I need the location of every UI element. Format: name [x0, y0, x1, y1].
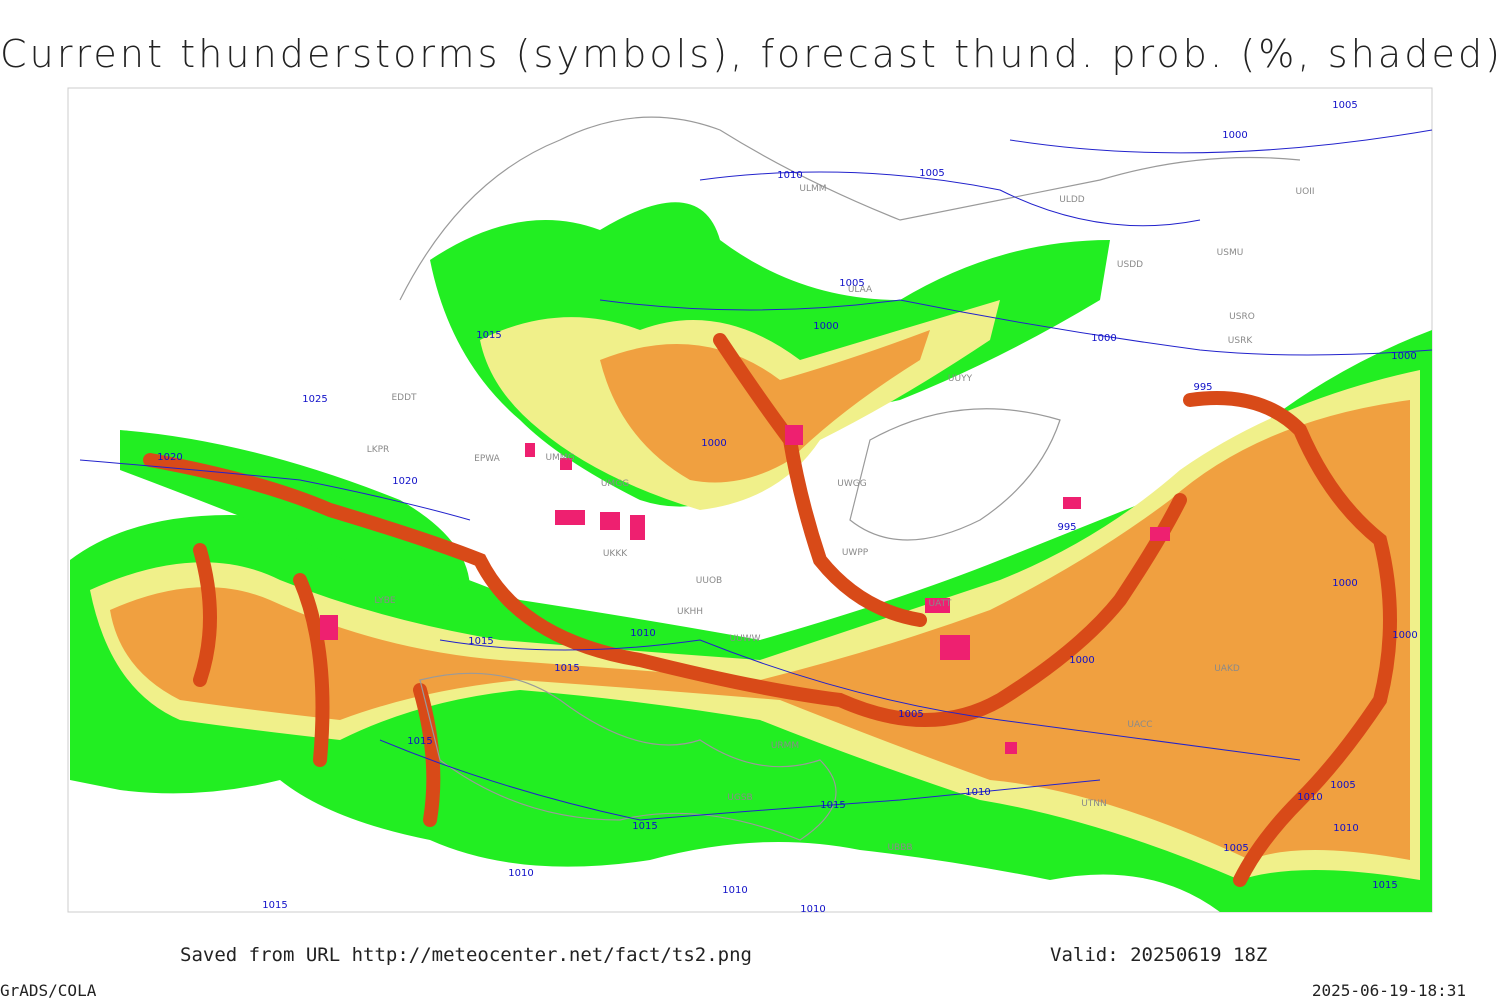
isobar-label: 1005	[1223, 843, 1248, 854]
isobars	[79, 129, 1433, 821]
station-label: USRO	[1229, 312, 1255, 322]
station-label: UOII	[1296, 187, 1315, 197]
station-label: UKHH	[677, 607, 703, 617]
station-label: USDD	[1117, 260, 1143, 270]
station-label: UACC	[1127, 720, 1152, 730]
station-label: URMM	[771, 741, 799, 751]
isobar-label: 1000	[1091, 333, 1116, 344]
prob-very-high	[143, 333, 1397, 887]
isobar-label: 1015	[468, 636, 493, 647]
station-label: EDDT	[391, 393, 417, 403]
isobar-label: 1015	[632, 821, 657, 832]
map-labels: 1005 1000 1010 1005 1005 1000 1000 1015 1025 1000…	[157, 100, 1417, 915]
station-label: UWPP	[842, 548, 869, 558]
isobar-label: 1015	[476, 330, 501, 341]
station-label: UKKK	[603, 549, 628, 559]
isobar-label: 1000	[1391, 351, 1416, 362]
coastlines	[399, 116, 1301, 841]
isobar-label: 1010	[1297, 792, 1322, 803]
station-label: UMGG	[601, 479, 629, 489]
isobar-label: 1000	[1069, 655, 1094, 666]
isobar-label: 1005	[839, 278, 864, 289]
isobar-label: 1010	[965, 787, 990, 798]
station-label: UTNN	[1081, 799, 1107, 809]
software: GrADS/COLA	[0, 981, 97, 1000]
station-label: UMMG	[545, 453, 574, 463]
station-label: UUWW	[730, 634, 761, 644]
isobar-label: 1015	[820, 800, 845, 811]
valid-time: Valid: 20250619 18Z	[1050, 944, 1267, 966]
isobar-label: 1025	[302, 394, 327, 405]
timestamp: 2025-06-19-18:31	[1312, 981, 1466, 1000]
station-label: LKPR	[367, 445, 390, 455]
isobar-label: 1000	[1332, 578, 1357, 589]
station-label: UBBB	[887, 843, 912, 853]
isobar-label: 1005	[898, 709, 923, 720]
isobar-label: 995	[1057, 522, 1076, 533]
station-label: UAKD	[1214, 664, 1240, 674]
station-label: UUYY	[948, 374, 973, 384]
station-label: UUOB	[696, 576, 722, 586]
station-label: EPWA	[474, 454, 501, 464]
isobar-label: 1000	[1392, 630, 1417, 641]
isobar-label: 1010	[1333, 823, 1358, 834]
station-label: UATT	[929, 599, 952, 609]
isobar-label: 1010	[722, 885, 747, 896]
isobar-label: 1020	[392, 476, 417, 487]
station-label: ULDD	[1059, 195, 1085, 205]
station-label: ULAA	[848, 285, 873, 295]
isobar-label: 1015	[407, 736, 432, 747]
map: 1005 1000 1010 1005 1005 1000 1000 1015 1025 1000…	[67, 87, 1433, 915]
station-label: LYBE	[374, 596, 395, 606]
isobar-label: 1005	[1330, 780, 1355, 791]
isobar-label: 1020	[157, 452, 182, 463]
storm-symbols	[320, 425, 1170, 754]
isobar-label: 1010	[777, 170, 802, 181]
isobar-label: 1005	[1332, 100, 1357, 111]
station-label: USMU	[1217, 248, 1244, 258]
title: Current thunderstorms (symbols), forecas…	[0, 32, 1500, 76]
isobar-label: 1010	[508, 868, 533, 879]
station-label: UWGG	[837, 479, 866, 489]
isobar-label: 1015	[262, 900, 287, 911]
isobar-label: 1010	[630, 628, 655, 639]
station-label: ULMM	[799, 184, 826, 194]
isobar-label: 1000	[1222, 130, 1247, 141]
isobar-label: 1015	[554, 663, 579, 674]
isobar-label: 1010	[800, 904, 825, 915]
isobar-label: 1000	[701, 438, 726, 449]
station-label: UGSB	[727, 793, 752, 803]
source: Saved from URL http://meteocenter.net/fa…	[180, 944, 752, 966]
isobar-label: 995	[1193, 382, 1212, 393]
isobar-label: 1015	[1372, 880, 1397, 891]
station-label: USRK	[1228, 336, 1254, 346]
isobar-label: 1005	[919, 168, 944, 179]
isobar-label: 1000	[813, 321, 838, 332]
